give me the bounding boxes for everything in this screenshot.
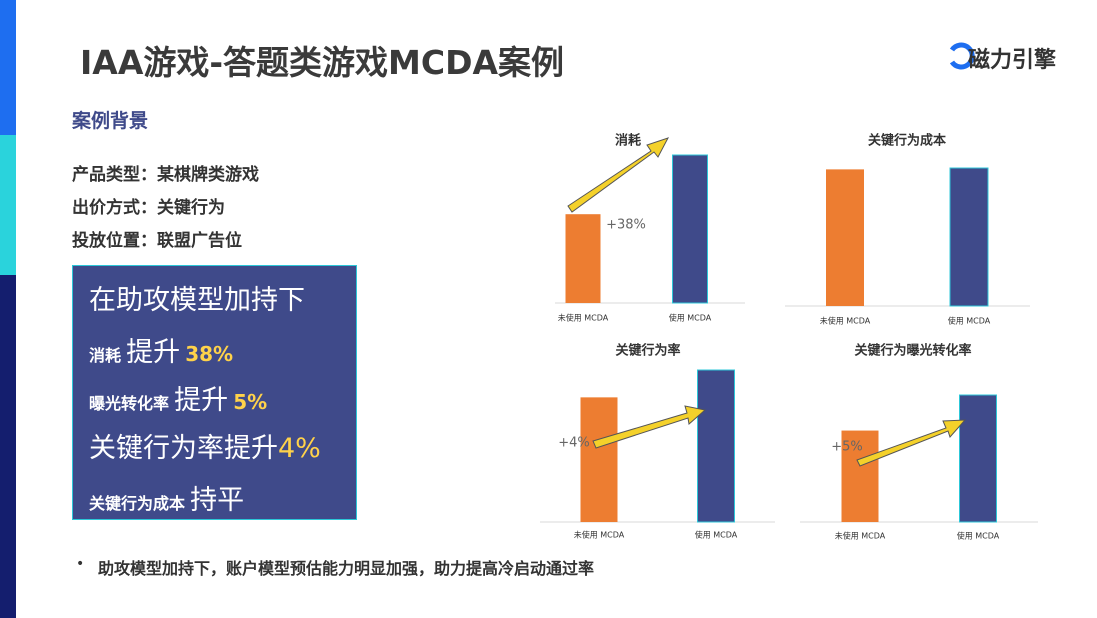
x-tick-label: 未使用 MCDA — [574, 530, 625, 540]
x-tick-label: 未使用 MCDA — [835, 531, 886, 541]
x-tick-label: 使用 MCDA — [948, 316, 991, 326]
chart-title: 关键行为曝光转化率 — [854, 343, 971, 359]
bullet-text: 助攻模型加持下，账户模型预估能力明显加强，助力提高冷启动通过率 — [98, 559, 595, 578]
item: 投放位置：联盟广告位 — [72, 231, 242, 251]
stripe — [0, 0, 16, 135]
bar — [565, 214, 601, 303]
box-text: 关键行为率提升 — [89, 433, 278, 464]
title: IAA游戏-答题类游戏MCDA案例 — [80, 43, 565, 82]
box-highlight: 38% — [185, 342, 234, 366]
arrows — [567, 137, 967, 467]
box-text: 在助攻模型加持下 — [89, 285, 305, 316]
box-text: 提升 — [126, 337, 181, 368]
bar — [826, 169, 864, 306]
box-highlight: 5% — [233, 390, 268, 414]
x-tick-label: 使用 MCDA — [669, 313, 712, 323]
box-highlight: 4% — [278, 433, 321, 464]
bar — [949, 167, 989, 307]
arrow — [592, 405, 707, 449]
chart-title: 关键行为率 — [615, 343, 680, 359]
x-tick-label: 使用 MCDA — [695, 530, 738, 540]
annotation: +4% — [558, 436, 590, 451]
chart-title: 消耗 — [615, 133, 641, 149]
item: 出价方式：关键行为 — [72, 198, 225, 218]
bar — [672, 154, 708, 304]
x-tick-label: 使用 MCDA — [957, 531, 1000, 541]
x-tick-label: 未使用 MCDA — [820, 316, 871, 326]
arrow — [567, 137, 670, 213]
logo: 磁力引擎 — [968, 48, 1057, 73]
stripe — [0, 275, 16, 618]
annotation: +38% — [606, 218, 646, 233]
arrow — [856, 419, 967, 467]
bullet-dot: • — [76, 556, 85, 572]
stripe — [0, 135, 16, 275]
bar — [697, 369, 735, 523]
box-label: 关键行为成本 — [89, 494, 186, 513]
x-tick-label: 未使用 MCDA — [558, 313, 609, 323]
item: 产品类型：某棋牌类游戏 — [72, 165, 259, 185]
bar — [841, 430, 879, 522]
summary-box: 在助攻模型加持下 消耗 提升 38% 曝光转化率 提升 5% 关键行为率提升4%… — [72, 265, 357, 520]
box-text: 持平 — [190, 485, 245, 516]
box-text: 提升 — [174, 385, 229, 416]
box-label: 消耗 — [89, 346, 122, 365]
bar — [959, 394, 997, 523]
logo-icon — [949, 42, 975, 70]
section-heading: 案例背景 — [72, 110, 149, 132]
box-label: 曝光转化率 — [89, 394, 170, 413]
annotation: +5% — [831, 440, 863, 455]
chart-title: 关键行为成本 — [868, 133, 946, 149]
bar — [580, 397, 618, 522]
